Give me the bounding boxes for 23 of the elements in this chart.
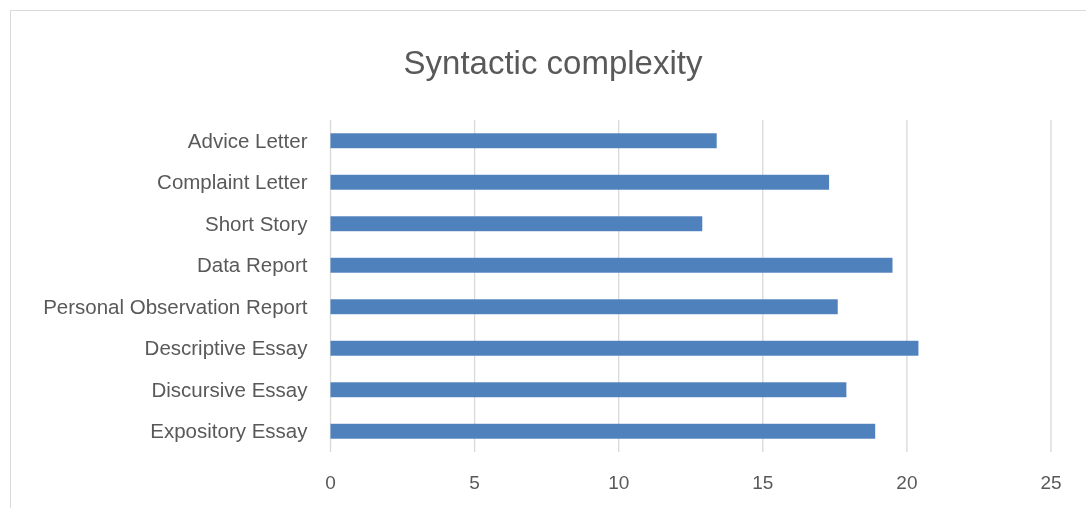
y-tick-label: Discursive Essay (151, 377, 309, 401)
chart-title: Syntactic complexity (403, 44, 703, 81)
bar (330, 299, 838, 315)
x-tick-label: 25 (1040, 472, 1062, 493)
bar (330, 382, 847, 398)
y-tick-label: Descriptive Essay (144, 336, 309, 360)
y-tick-label: Data Report (196, 253, 308, 277)
x-tick-label: 10 (608, 472, 630, 493)
bar (330, 257, 893, 273)
x-tick-label: 20 (896, 472, 918, 493)
bar (330, 174, 830, 190)
y-tick-label: Advice Letter (187, 128, 308, 152)
x-tick-label: 15 (752, 472, 774, 493)
x-tick-label: 5 (469, 472, 480, 493)
y-tick-label: Expository Essay (150, 419, 309, 443)
bar (330, 133, 717, 149)
y-tick-label: Short Story (204, 211, 309, 235)
y-tick-label: Complaint Letter (157, 170, 308, 194)
x-tick-label: 0 (325, 472, 336, 493)
bar (330, 340, 919, 356)
bar (330, 216, 703, 232)
bar (330, 423, 876, 439)
y-tick-label: Personal Observation Report (43, 294, 308, 318)
